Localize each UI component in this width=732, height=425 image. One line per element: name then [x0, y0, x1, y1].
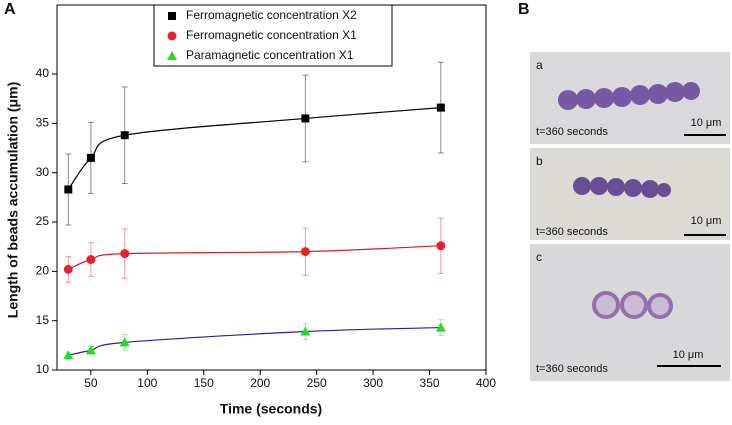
marker — [86, 255, 96, 265]
marker — [86, 153, 95, 162]
marker — [168, 12, 176, 20]
marker — [120, 249, 130, 259]
marker — [119, 337, 130, 347]
x-tick-label: 400 — [476, 376, 496, 390]
micrograph-b: b t=360 seconds 10 μm — [530, 148, 730, 240]
legend-label: Ferromagnetic concentration X1 — [186, 28, 357, 42]
y-tick-label: 25 — [36, 214, 50, 228]
y-tick-label: 40 — [36, 66, 50, 80]
marker — [301, 114, 310, 123]
marker — [300, 326, 311, 336]
legend-box — [153, 4, 393, 67]
scale-label: 10 μm — [691, 215, 722, 227]
micrograph-label: b — [536, 154, 543, 168]
micrograph-a: a t=360 seconds 10 μm — [530, 52, 730, 144]
marker — [63, 350, 74, 360]
marker — [436, 103, 445, 112]
marker — [436, 241, 446, 251]
x-tick-label: 150 — [194, 376, 214, 390]
caption: t=360 seconds — [536, 226, 608, 238]
fit-line — [67, 106, 441, 190]
marker — [167, 51, 177, 60]
marker — [435, 322, 446, 332]
marker — [85, 345, 96, 355]
marker — [63, 264, 73, 274]
marker — [300, 247, 310, 257]
y-axis-title: Length of beads accumulation (μm) — [5, 82, 21, 318]
y-tick-label: 20 — [36, 264, 50, 278]
x-tick-label: 200 — [250, 376, 270, 390]
panel-label: A — [4, 1, 16, 18]
scale-label: 10 μm — [673, 349, 704, 361]
x-tick-label: 350 — [420, 376, 440, 390]
y-tick-label: 15 — [36, 313, 50, 327]
scale-label: 10 μm — [691, 117, 722, 129]
micrograph-label: a — [536, 58, 543, 72]
micrograph-label: c — [536, 250, 542, 264]
legend-label: Ferromagnetic concentration X2 — [186, 8, 357, 22]
x-axis-title: Time (seconds) — [220, 401, 322, 417]
x-tick-label: 100 — [137, 376, 157, 390]
marker — [64, 185, 73, 194]
x-tick-label: 50 — [84, 376, 98, 390]
x-tick-label: 250 — [307, 376, 327, 390]
caption: t=360 seconds — [536, 363, 608, 375]
marker — [120, 131, 129, 140]
y-tick-label: 10 — [36, 362, 50, 376]
marker — [167, 31, 177, 41]
micrograph-c: c t=360 seconds 10 μm — [530, 244, 730, 381]
y-tick-label: 30 — [36, 165, 50, 179]
x-tick-label: 300 — [363, 376, 383, 390]
caption: t=360 seconds — [536, 126, 608, 138]
legend-label: Paramagnetic concentration X1 — [186, 48, 354, 62]
panel-label: B — [518, 1, 530, 18]
y-tick-label: 35 — [36, 116, 50, 130]
